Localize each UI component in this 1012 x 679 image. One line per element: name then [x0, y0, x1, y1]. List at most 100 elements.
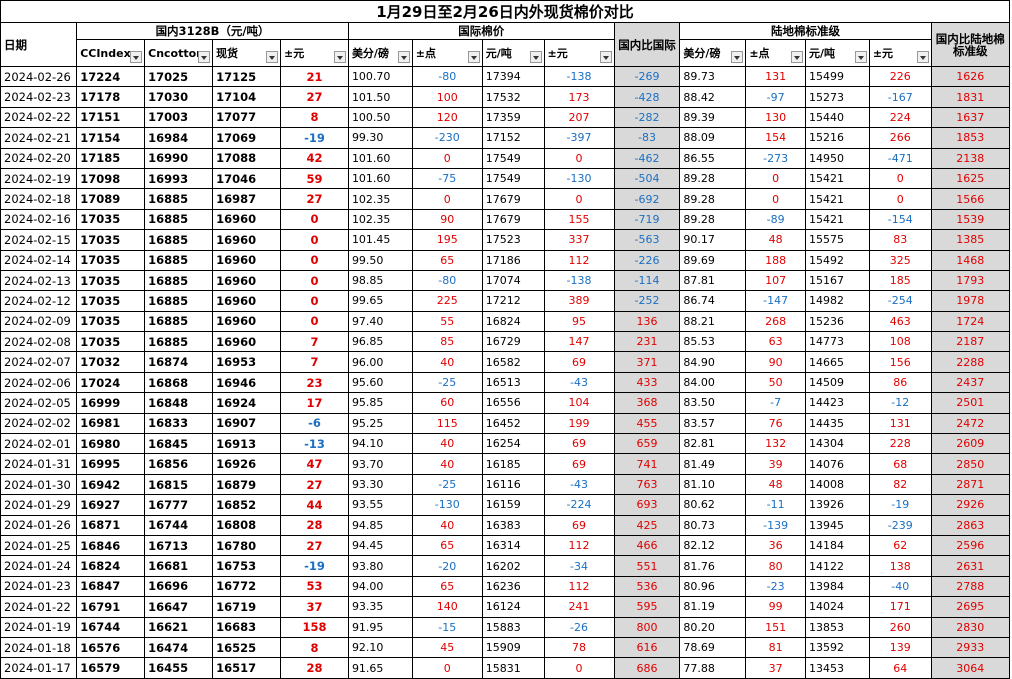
- col-land-pts-label: ±点: [749, 47, 770, 60]
- cell-land-yuan: 15499: [805, 65, 870, 88]
- cell-compare-landed: 2138: [930, 147, 1011, 169]
- cell-spot: 16772: [212, 575, 281, 598]
- cell-date: 2024-02-16: [0, 208, 78, 231]
- cell-land-yuan: 14509: [805, 371, 870, 394]
- cell-land-usc: 89.28: [679, 188, 747, 210]
- cell-compare-landed: 1637: [930, 106, 1011, 129]
- cell-compare-landed: 2501: [930, 392, 1011, 414]
- cell-intl-yuan: 17074: [481, 269, 545, 292]
- cell-spot: 16960: [212, 331, 281, 353]
- table-row: 2024-01-29 16927 16777 16852 44 93.55 -130 1615…: [0, 494, 1011, 516]
- cell-chg: 27: [280, 534, 349, 557]
- col-land-usc[interactable]: 美分/磅: [679, 39, 747, 67]
- col-intl-pts-label: ±点: [415, 47, 436, 60]
- cell-land-pts: -23: [745, 575, 807, 598]
- cell-chg: 44: [280, 494, 349, 516]
- col-intl-usc[interactable]: 美分/磅: [347, 39, 413, 67]
- col-spot[interactable]: 现货: [212, 39, 281, 67]
- cell-cci: 16927: [76, 494, 146, 516]
- cell-cci: 17089: [76, 188, 146, 210]
- filter-dropdown-icon[interactable]: [467, 51, 480, 63]
- cell-intl-yuan: 17679: [481, 208, 545, 231]
- cell-compare-landed: 2472: [930, 412, 1011, 435]
- group-landed: 陆地棉标准级: [679, 22, 932, 40]
- filter-dropdown-icon[interactable]: [130, 51, 143, 63]
- filter-dropdown-icon[interactable]: [397, 51, 410, 63]
- col-land-chg[interactable]: ±元: [868, 39, 932, 67]
- cell-spot: 16683: [212, 616, 281, 638]
- cell-intl-usc: 94.00: [347, 575, 413, 598]
- filter-dropdown-icon[interactable]: [529, 51, 542, 63]
- cell-intl-chg: 0: [543, 147, 615, 169]
- cell-compare-landed: 2788: [930, 575, 1011, 598]
- cell-compare-landed: 1385: [930, 229, 1011, 251]
- cell-spot: 16960: [212, 310, 281, 333]
- cell-land-usc: 82.81: [679, 433, 747, 455]
- filter-dropdown-icon[interactable]: [791, 51, 804, 63]
- cell-date: 2024-01-17: [0, 657, 78, 679]
- cell-land-pts: 50: [745, 371, 807, 394]
- col-chg[interactable]: ±元: [280, 39, 349, 67]
- col-intl-pts[interactable]: ±点: [411, 39, 483, 67]
- cell-spot: 16808: [212, 514, 281, 536]
- col-intl-yuan[interactable]: 元/吨: [481, 39, 545, 67]
- cell-cci: 16846: [76, 534, 146, 557]
- cell-intl-chg: 0: [543, 657, 615, 679]
- cell-chg: 27: [280, 86, 349, 108]
- cell-cncotton: 16455: [144, 657, 214, 679]
- cell-intl-pts: 0: [411, 188, 483, 210]
- cell-intl-pts: 140: [411, 596, 483, 618]
- filter-dropdown-icon[interactable]: [198, 51, 211, 63]
- filter-dropdown-icon[interactable]: [731, 51, 744, 63]
- cell-intl-yuan: 15831: [481, 657, 545, 679]
- filter-dropdown-icon[interactable]: [333, 51, 346, 63]
- cell-compare-landed: 2695: [930, 596, 1011, 618]
- cell-intl-yuan: 16556: [481, 392, 545, 414]
- cell-compare-landed: 2933: [930, 636, 1011, 659]
- filter-dropdown-icon[interactable]: [266, 51, 278, 63]
- cell-land-yuan: 14982: [805, 290, 870, 312]
- cell-spot: 16525: [212, 636, 281, 659]
- col-date[interactable]: 日期: [0, 22, 78, 67]
- cell-spot: 16780: [212, 534, 281, 557]
- cell-intl-yuan: 16254: [481, 433, 545, 455]
- col-land-yuan[interactable]: 元/吨: [805, 39, 870, 67]
- cell-land-pts: 48: [745, 229, 807, 251]
- filter-dropdown-icon[interactable]: [916, 51, 929, 63]
- col-cci[interactable]: CCIndex: [76, 39, 146, 67]
- cell-spot: 16719: [212, 596, 281, 618]
- cell-cncotton: 17003: [144, 106, 214, 129]
- cell-land-chg: 139: [868, 636, 932, 659]
- filter-dropdown-icon[interactable]: [599, 51, 612, 63]
- cell-intl-usc: 101.60: [347, 147, 413, 169]
- col-land-pts[interactable]: ±点: [745, 39, 807, 67]
- table-row: 2024-01-24 16824 16681 16753 -19 93.80 -20 1620…: [0, 555, 1011, 577]
- cell-intl-yuan: 16582: [481, 351, 545, 373]
- filter-dropdown-icon[interactable]: [854, 51, 867, 63]
- cell-spot: 16926: [212, 453, 281, 475]
- cell-intl-pts: 115: [411, 412, 483, 435]
- cell-cci: 16744: [76, 616, 146, 638]
- cell-land-chg: 64: [868, 657, 932, 679]
- cell-date: 2024-02-06: [0, 371, 78, 394]
- cell-date: 2024-02-23: [0, 86, 78, 108]
- cell-chg: -19: [280, 555, 349, 577]
- cell-date: 2024-02-05: [0, 392, 78, 414]
- cell-intl-chg: 112: [543, 249, 615, 271]
- cell-chg: 7: [280, 331, 349, 353]
- col-intl-chg[interactable]: ±元: [543, 39, 615, 67]
- cell-land-pts: 131: [745, 65, 807, 88]
- cell-land-chg: 228: [868, 433, 932, 455]
- col-cncotton[interactable]: Cncotton: [144, 39, 214, 67]
- cell-intl-chg: 155: [543, 208, 615, 231]
- cell-intl-usc: 92.10: [347, 636, 413, 659]
- cell-land-usc: 81.49: [679, 453, 747, 475]
- cell-date: 2024-02-12: [0, 290, 78, 312]
- cell-land-chg: 0: [868, 188, 932, 210]
- cell-land-pts: -89: [745, 208, 807, 231]
- cell-cci: 16942: [76, 473, 146, 496]
- table-row: 2024-02-07 17032 16874 16953 7 96.00 40 16582 69…: [0, 351, 1011, 373]
- cell-date: 2024-01-24: [0, 555, 78, 577]
- table-row: 2024-02-18 17089 16885 16987 27 102.35 0 17679 0…: [0, 188, 1011, 210]
- cell-compare-intl: 136: [613, 310, 681, 333]
